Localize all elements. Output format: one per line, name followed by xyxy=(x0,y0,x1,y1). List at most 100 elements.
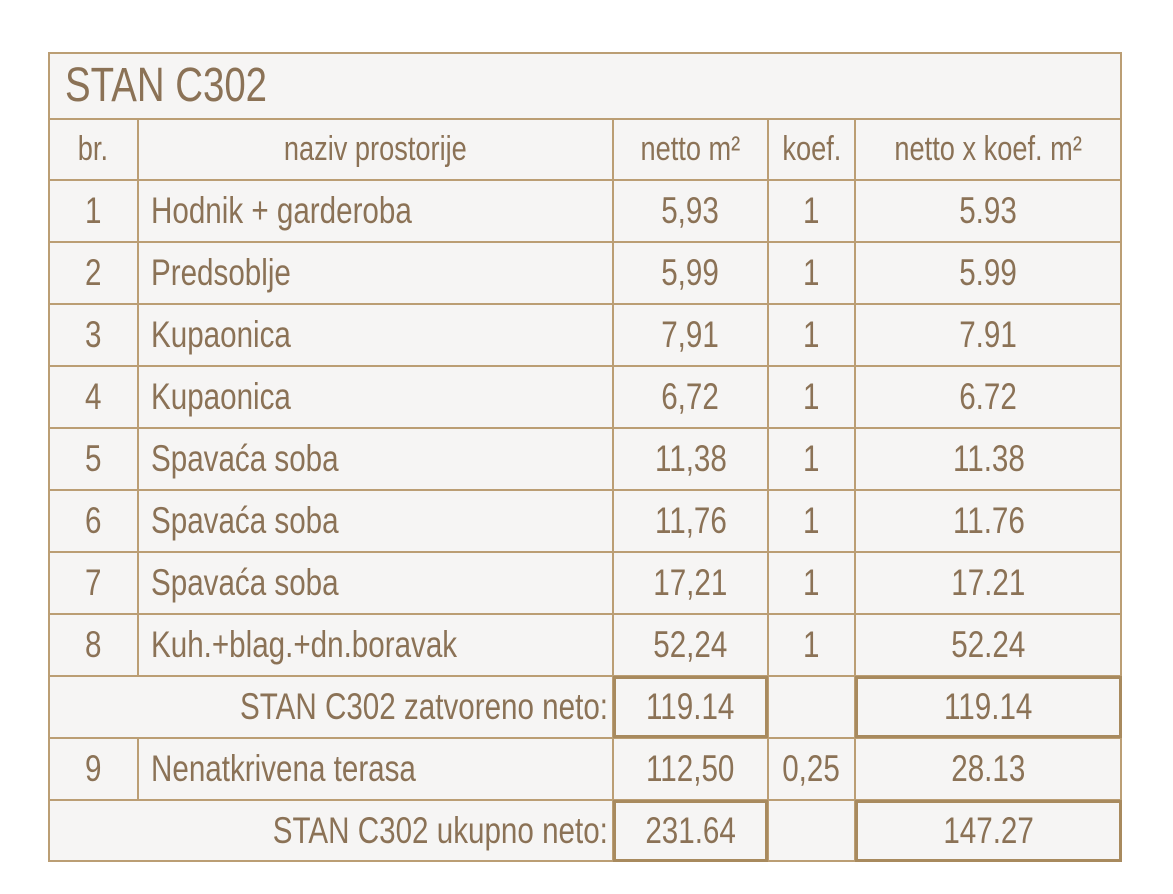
row-cell: 1 xyxy=(803,376,820,417)
header: netto x koef. m² xyxy=(894,130,1083,168)
row-cell: 11,38 xyxy=(654,438,727,479)
row-cell-cell: 52.24 xyxy=(855,614,1122,676)
summary-empty-cell xyxy=(768,800,855,862)
room-name-cell: Nenatkrivena terasa xyxy=(138,738,613,800)
row-cell: 8 xyxy=(84,624,102,665)
row-cell: 7 xyxy=(84,562,102,603)
row-cell-cell: 5,99 xyxy=(613,242,768,304)
row-cell: 52.24 xyxy=(951,624,1026,665)
row-cell: 7,91 xyxy=(661,314,720,355)
row-cell-cell: 1 xyxy=(768,242,855,304)
header: koef. xyxy=(782,130,841,168)
summary-netto-cell: 231.64 xyxy=(613,800,768,862)
row-cell-cell: 6 xyxy=(48,490,138,552)
summary-netto: 231.64 xyxy=(645,810,736,851)
title: STAN C302 xyxy=(65,59,268,112)
room-name: Spavaća soba xyxy=(151,562,339,603)
header: naziv prostorije xyxy=(284,130,467,168)
row-cell-cell: 28.13 xyxy=(855,738,1122,800)
room-name-cell: Kupaonica xyxy=(138,304,613,366)
row-cell: 11.38 xyxy=(952,438,1025,479)
row-cell-cell: 1 xyxy=(768,304,855,366)
row-cell: 1 xyxy=(803,562,820,603)
row-cell-cell: 0,25 xyxy=(768,738,855,800)
row-cell-cell: 1 xyxy=(768,366,855,428)
row-cell: 2 xyxy=(84,252,102,293)
row-cell: 3 xyxy=(84,314,102,355)
summary-label: STAN C302 zatvoreno neto: xyxy=(239,686,608,727)
header-cell: naziv prostorije xyxy=(138,119,613,180)
row-cell: 1 xyxy=(803,314,820,355)
summary-label-cell: STAN C302 ukupno neto: xyxy=(48,800,613,862)
row-cell-cell: 1 xyxy=(768,552,855,614)
row-cell-cell: 7.91 xyxy=(855,304,1122,366)
room-name-cell: Spavaća soba xyxy=(138,490,613,552)
title-cell: STAN C302 xyxy=(48,52,1122,119)
row-cell: 9 xyxy=(84,748,102,789)
row-cell: 5,99 xyxy=(661,252,720,293)
header: br. xyxy=(77,130,109,168)
row-cell: 112,50 xyxy=(646,748,735,789)
row-cell-cell: 9 xyxy=(48,738,138,800)
row-cell: 52,24 xyxy=(653,624,728,665)
row-cell: 6,72 xyxy=(661,376,720,417)
header: netto m² xyxy=(640,130,741,168)
row-cell-cell: 4 xyxy=(48,366,138,428)
row-cell-cell: 5 xyxy=(48,428,138,490)
row-cell-cell: 17,21 xyxy=(613,552,768,614)
row-cell: 28.13 xyxy=(951,748,1026,789)
row-cell-cell: 11,76 xyxy=(613,490,768,552)
row-cell-cell: 7,91 xyxy=(613,304,768,366)
row-cell: 4 xyxy=(84,376,102,417)
summary-total-cell: 147.27 xyxy=(855,800,1122,862)
row-cell: 5.99 xyxy=(959,252,1018,293)
row-cell: 1 xyxy=(803,190,820,231)
row-cell-cell: 11,38 xyxy=(613,428,768,490)
row-cell-cell: 7 xyxy=(48,552,138,614)
row-cell-cell: 11.38 xyxy=(855,428,1122,490)
row-cell: 6 xyxy=(84,500,102,541)
row-cell: 0,25 xyxy=(782,748,841,789)
row-cell-cell: 2 xyxy=(48,242,138,304)
room-name-cell: Kupaonica xyxy=(138,366,613,428)
summary-total: 119.14 xyxy=(944,686,1033,727)
row-cell-cell: 1 xyxy=(768,490,855,552)
room-name: Kupaonica xyxy=(151,376,291,417)
row-cell: 11,76 xyxy=(654,500,727,541)
room-name-cell: Spavaća soba xyxy=(138,552,613,614)
row-cell-cell: 52,24 xyxy=(613,614,768,676)
row-cell: 11.76 xyxy=(952,500,1025,541)
header-cell: koef. xyxy=(768,119,855,180)
summary-total: 147.27 xyxy=(943,810,1034,851)
summary-total-cell: 119.14 xyxy=(855,676,1122,738)
row-cell-cell: 1 xyxy=(48,180,138,242)
row-cell-cell: 112,50 xyxy=(613,738,768,800)
row-cell-cell: 5.99 xyxy=(855,242,1122,304)
room-name: Kupaonica xyxy=(151,314,291,355)
row-cell-cell: 17.21 xyxy=(855,552,1122,614)
room-name: Spavaća soba xyxy=(151,500,339,541)
room-name: Hodnik + garderoba xyxy=(151,190,412,231)
row-cell-cell: 1 xyxy=(768,180,855,242)
room-name: Predsoblje xyxy=(151,252,291,293)
row-cell: 1 xyxy=(803,438,820,479)
summary-label: STAN C302 ukupno neto: xyxy=(272,810,608,851)
row-cell: 1 xyxy=(803,624,820,665)
room-name: Nenatkrivena terasa xyxy=(151,748,416,789)
row-cell-cell: 6,72 xyxy=(613,366,768,428)
row-cell: 5 xyxy=(84,438,102,479)
room-name: Kuh.+blag.+dn.boravak xyxy=(151,624,458,665)
row-cell: 1 xyxy=(803,500,820,541)
row-cell-cell: 6.72 xyxy=(855,366,1122,428)
row-cell: 5.93 xyxy=(959,190,1018,231)
row-cell-cell: 1 xyxy=(768,428,855,490)
header-cell: netto x koef. m² xyxy=(855,119,1122,180)
summary-empty-cell xyxy=(768,676,855,738)
header-cell: br. xyxy=(48,119,138,180)
room-name-cell: Hodnik + garderoba xyxy=(138,180,613,242)
summary-netto: 119.14 xyxy=(646,686,735,727)
row-cell: 17.21 xyxy=(951,562,1026,603)
row-cell: 17,21 xyxy=(653,562,728,603)
summary-netto-cell: 119.14 xyxy=(613,676,768,738)
